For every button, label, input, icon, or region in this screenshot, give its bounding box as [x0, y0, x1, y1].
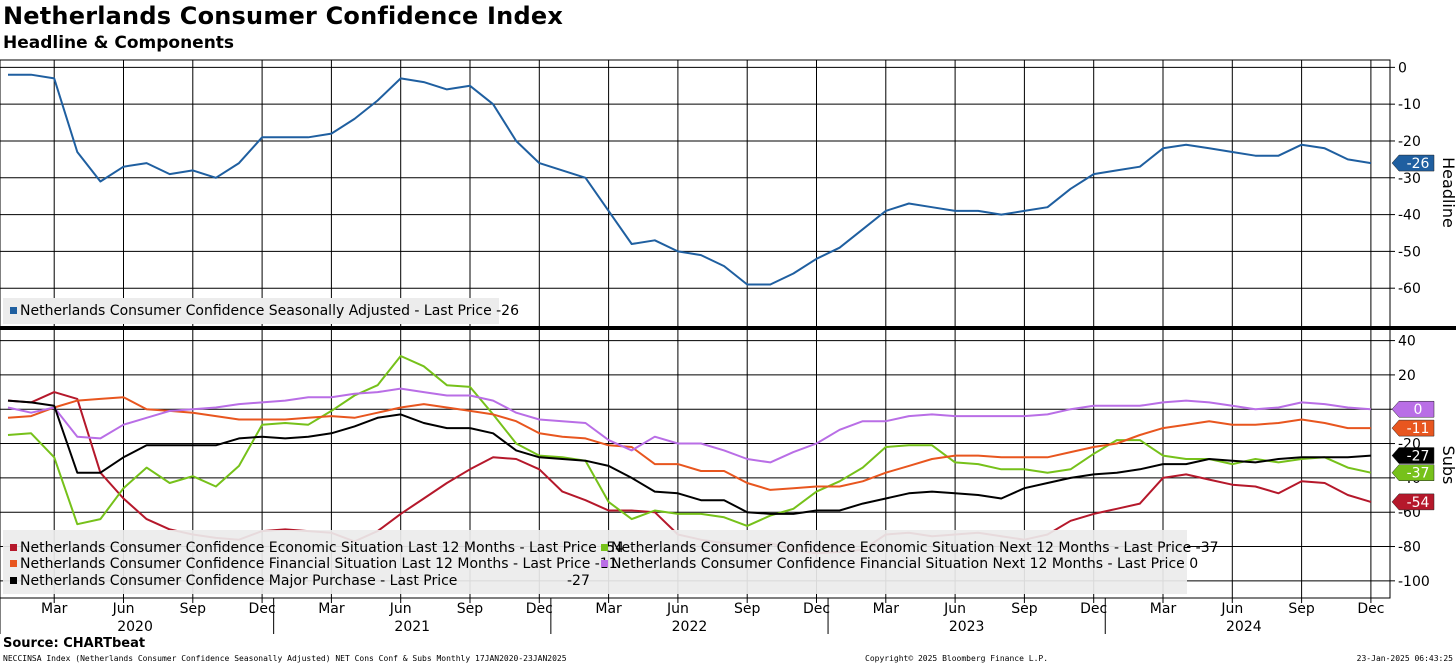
x-tick-label-month: Dec [803, 601, 830, 617]
legend-swatch [10, 307, 17, 314]
y-tick-label: -20 [1398, 134, 1421, 150]
y-tick-label: -50 [1398, 244, 1421, 260]
last-value-tag [1391, 154, 1435, 172]
last-value-tag [1391, 464, 1435, 481]
last-value-tag [1391, 400, 1435, 418]
last-value-tag [1391, 447, 1435, 464]
legend-entry-value: -27 [567, 573, 590, 589]
x-tick-label-month: Sep [734, 601, 761, 617]
y-tick-label: -80 [1398, 540, 1421, 556]
series-line [7, 387, 1371, 464]
legend-entry: Netherlands Consumer Confidence Economic… [611, 540, 1219, 556]
x-tick-label-month: Sep [457, 601, 484, 617]
x-tick-label-month: Dec [1080, 601, 1107, 617]
x-tick-label-month: Jun [666, 601, 689, 617]
footer-copyright: Copyright© 2025 Bloomberg Finance L.P. [865, 654, 1049, 663]
legend-background [3, 530, 1187, 594]
last-value-label: -26 [1407, 156, 1430, 172]
series-line [7, 396, 1371, 491]
x-tick-label-month: Jun [1220, 601, 1243, 617]
x-tick-label-year: 2022 [672, 619, 708, 635]
x-tick-label-month: Sep [180, 601, 207, 617]
series-line [7, 399, 1371, 515]
x-tick-label-month: Jun [943, 601, 966, 617]
source-note: Source: CHARTbeat [3, 636, 146, 651]
y-axis-title: Subs [1439, 446, 1456, 485]
x-tick-label-month: Jun [389, 601, 412, 617]
legend-entry: Netherlands Consumer Confidence Financia… [20, 556, 618, 572]
x-tick-label-year: 2020 [117, 619, 153, 635]
legend-swatch [10, 560, 17, 567]
x-tick-label-month: Jun [112, 601, 135, 617]
legend-entry: Netherlands Consumer Confidence Seasonal… [20, 303, 519, 319]
last-value-tag [1391, 419, 1435, 437]
last-value-label: -37 [1407, 466, 1430, 482]
panel-divider [0, 326, 1456, 330]
chart-title: Netherlands Consumer Confidence Index [3, 2, 564, 30]
x-tick-label-month: Sep [1011, 601, 1038, 617]
legend-entry: Netherlands Consumer Confidence Economic… [20, 540, 624, 556]
legend-entry: Netherlands Consumer Confidence Financia… [611, 556, 1198, 572]
x-tick-label-month: Dec [526, 601, 553, 617]
legend-swatch [10, 544, 17, 551]
y-tick-label: 20 [1398, 368, 1416, 384]
last-value-label: 0 [1414, 402, 1423, 418]
y-tick-label: -30 [1398, 171, 1421, 187]
x-tick-label-month: Mar [41, 601, 68, 617]
legend-background [3, 298, 499, 324]
y-tick-label: -40 [1398, 208, 1421, 224]
x-tick-label-month: Dec [249, 601, 276, 617]
legend-entry: Netherlands Consumer Confidence Major Pu… [20, 573, 457, 589]
y-tick-label: 40 [1398, 334, 1416, 350]
x-tick-label-year: 2021 [394, 619, 430, 635]
x-tick-label-month: Mar [1150, 601, 1177, 617]
series-line [7, 355, 1372, 527]
last-value-label: -27 [1407, 449, 1430, 465]
y-tick-label: -100 [1398, 574, 1430, 590]
x-tick-label-year: 2023 [949, 619, 985, 635]
legend-swatch [10, 577, 17, 584]
y-axis-title: Headline [1439, 157, 1456, 228]
x-tick-label-month: Dec [1357, 601, 1384, 617]
x-tick-label-month: Mar [318, 601, 345, 617]
legend-swatch [601, 560, 608, 567]
y-tick-label: -10 [1398, 97, 1421, 113]
footer-description: NECCINSA Index (Netherlands Consumer Con… [3, 654, 567, 663]
x-tick-label-month: Mar [595, 601, 622, 617]
last-value-label: -54 [1407, 495, 1430, 511]
footer-timestamp: 23-Jan-2025 06:43:25 [1356, 654, 1453, 663]
last-value-tag [1391, 493, 1435, 511]
y-tick-label: 0 [1398, 60, 1407, 76]
x-tick-label-month: Mar [873, 601, 900, 617]
x-tick-label-month: Sep [1288, 601, 1315, 617]
chart-subtitle: Headline & Components [3, 33, 235, 53]
x-tick-label-year: 2024 [1226, 619, 1262, 635]
last-value-label: -11 [1407, 421, 1430, 437]
series-line [8, 73, 1372, 286]
y-tick-label: -60 [1398, 281, 1421, 297]
legend-swatch [601, 544, 608, 551]
